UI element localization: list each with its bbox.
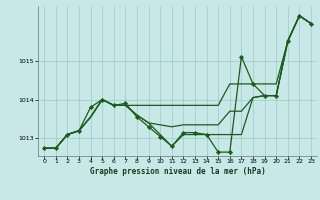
X-axis label: Graphe pression niveau de la mer (hPa): Graphe pression niveau de la mer (hPa) (90, 167, 266, 176)
